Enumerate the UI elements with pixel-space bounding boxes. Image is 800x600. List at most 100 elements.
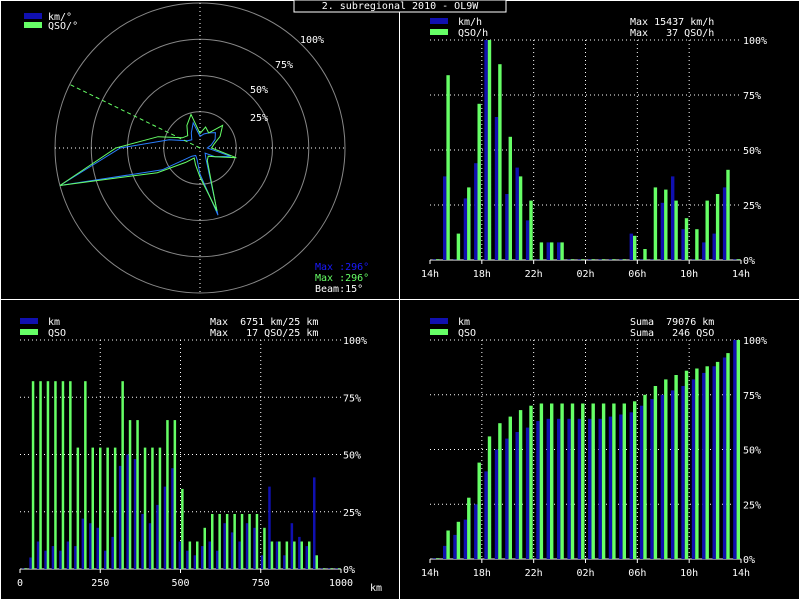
qso-bar [622,403,626,559]
qso-bar [653,187,658,260]
km-bar [681,229,685,260]
km-bar [171,468,174,569]
km-bar [619,259,623,260]
x-tick-label: 14h [732,568,750,579]
qso-direction-line [59,113,237,212]
km-bar [712,366,716,559]
qso-bar [69,381,72,569]
qso-bar [188,541,192,569]
qso-bar [529,200,533,260]
qso-bar [684,218,689,260]
qso-bar [263,527,266,569]
qso-bar [456,233,461,260]
qso-bar [218,514,221,569]
x-tick-label: 18h [473,269,491,280]
qso-bar [61,381,65,569]
qso-bar [726,169,730,260]
polar-info-beam: Beam:15° [315,284,363,295]
km-bar [577,259,582,260]
km-bar [494,449,499,559]
km-bar [253,527,256,569]
legend-swatch-km [430,18,448,24]
x-tick-label: 22h [525,269,543,280]
qso-bar [106,447,109,569]
qso-bar [181,488,184,570]
km-bar [275,541,279,569]
legend-label-qso: QSO [458,328,476,339]
km-bar [245,523,249,569]
km-bar [148,523,152,569]
km-bar [681,386,685,559]
legend-label-qso: QSO/h [458,28,488,39]
km-bar [133,459,137,569]
km-bar [81,518,85,569]
qso-bar [487,40,492,260]
km-bar [702,242,706,260]
km-bar [474,504,478,560]
qso-bar [591,403,595,559]
x-tick-label: 06h [628,568,646,579]
qso-bar [308,541,311,569]
x-tick-label: 14h [421,269,439,280]
polar-info-qso: Max :296° [315,273,369,284]
qso-bar [550,403,554,559]
km-bar [290,523,294,569]
qso-bar [695,229,699,260]
qso-bar [240,514,244,569]
sum-qso-info: Suma 246 QSO [630,328,714,339]
qso-bar [643,249,647,260]
distance-panel: km QSO Max 6751 km/25 km Max 17 QSO/25 k… [17,317,382,594]
km-bar [36,541,40,569]
qso-bar [560,242,564,260]
km-bar [494,117,499,260]
km-bar [660,394,665,560]
qso-bar [498,423,502,559]
qso-bar [518,176,523,260]
qso-bar [518,410,523,559]
polar-info-km: Max :296° [315,262,369,273]
km-bar [691,379,696,559]
km-bar [335,568,338,569]
km-bar [629,233,633,260]
qso-bar [166,420,169,569]
x-tick-label: 500 [171,578,189,589]
qso-bar [601,403,606,559]
x-tick-label: 02h [576,269,594,280]
qso-bar [113,447,117,569]
km-bar [588,259,592,260]
km-bar [733,259,737,260]
y-tick-label: 75% [343,393,361,404]
km-bar [260,555,264,569]
km-bar [629,412,633,559]
qso-bar [653,386,658,559]
qso-bar [248,514,251,569]
y-tick-label: 0% [743,256,755,267]
qso-bar [633,235,637,260]
qso-bar [151,447,154,569]
qso-bar [467,187,471,260]
legend-label-km: km/° [48,12,72,23]
y-tick-label: 0% [743,555,755,566]
x-tick-label: 14h [732,269,750,280]
qso-bar [736,340,740,559]
km-bar [320,568,323,569]
y-tick-label: 25% [743,500,761,511]
km-bar [671,176,675,260]
qso-bar [211,514,214,569]
km-bar [536,421,540,559]
qso-bar [539,403,544,559]
ring-label-100: 100% [300,35,324,46]
qso-bar [233,514,236,569]
km-bar [557,418,561,559]
km-bar [443,545,447,559]
km-bar [305,546,308,569]
km-bar [505,194,509,260]
qso-bar [31,381,35,569]
ring-label-75: 75% [275,60,293,71]
hourly-rate-panel: km/h QSO/h Max 15437 km/h Max 37 QSO/h 0… [421,17,767,280]
qso-bar [330,568,333,569]
y-tick-label: 75% [743,391,761,402]
y-tick-label: 50% [743,146,761,157]
title-box [293,0,507,13]
